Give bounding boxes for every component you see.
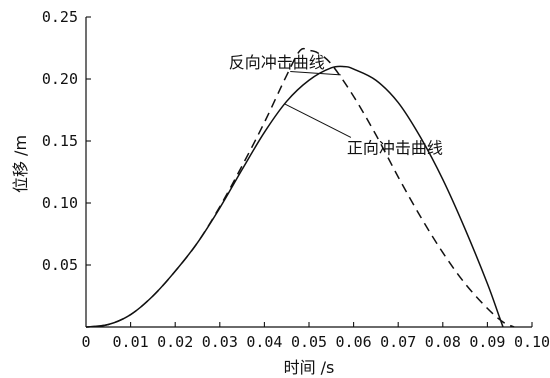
x-tick-label: 0.02 bbox=[157, 333, 193, 351]
x-tick-label: 0.05 bbox=[291, 333, 327, 351]
annotation-leader-line bbox=[290, 71, 341, 76]
y-tick-label: 0.20 bbox=[42, 70, 78, 88]
x-tick-label: 0.10 bbox=[514, 333, 550, 351]
y-tick-label: 0.05 bbox=[42, 256, 78, 274]
x-tick-label: 0.03 bbox=[202, 333, 238, 351]
x-axis-title: 时间 /s bbox=[284, 358, 335, 377]
x-tick-label: 0 bbox=[81, 333, 90, 351]
y-axis-title: 位移 /m bbox=[11, 135, 30, 193]
series-annotation-label: 反向冲击曲线 bbox=[229, 53, 325, 72]
y-tick-label: 0.25 bbox=[42, 8, 78, 26]
series-annotation-label: 正向冲击曲线 bbox=[347, 138, 443, 157]
annotation-leader-line bbox=[284, 103, 352, 138]
y-tick-label: 0.10 bbox=[42, 194, 78, 212]
forward-impact-curve bbox=[85, 65, 504, 328]
series-layer bbox=[85, 47, 515, 328]
y-ticks: 0.05 0.10 0.15 0.20 0.25 bbox=[42, 8, 91, 274]
reverse-impact-curve bbox=[85, 47, 515, 328]
x-tick-label: 0.08 bbox=[425, 333, 461, 351]
x-tick-label: 0.06 bbox=[336, 333, 372, 351]
x-tick-label: 0.01 bbox=[113, 333, 149, 351]
y-tick-label: 0.15 bbox=[42, 132, 78, 150]
x-ticks: 0 0.01 0.02 0.03 0.04 0.05 0.06 0.07 0.08 0.09 0.1… bbox=[81, 322, 550, 351]
x-tick-label: 0.09 bbox=[469, 333, 505, 351]
x-tick-label: 0.07 bbox=[380, 333, 416, 351]
x-tick-label: 0.04 bbox=[246, 333, 282, 351]
